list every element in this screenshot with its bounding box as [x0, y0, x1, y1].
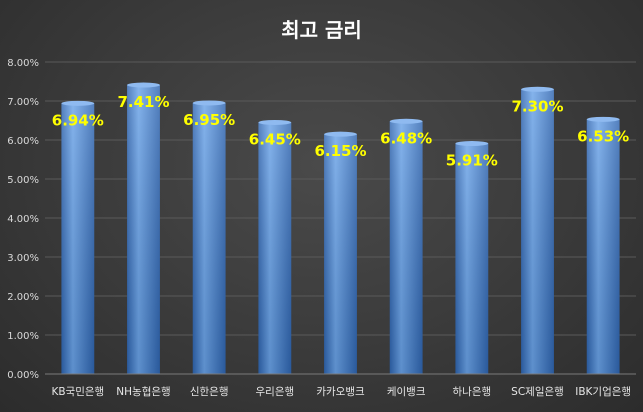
bar-cap [389, 118, 423, 124]
bar-shade [324, 134, 357, 374]
y-tick-label: 7.00% [7, 97, 39, 108]
bar-shade [389, 121, 423, 374]
y-tick-label: 3.00% [7, 253, 39, 264]
bar-cap [61, 100, 95, 106]
data-label: 6.15% [314, 142, 366, 160]
x-tick-label: IBK기업은행 [575, 385, 631, 398]
bar-cap [192, 100, 226, 106]
bar-cap [521, 86, 554, 92]
data-label: 5.91% [446, 152, 498, 170]
x-tick-label: NH농협은행 [116, 385, 170, 398]
y-tick-label: 2.00% [7, 292, 39, 303]
data-label: 6.53% [577, 127, 629, 145]
x-tick-label: KB국민은행 [51, 386, 104, 398]
bar-shade [127, 85, 160, 374]
data-label: 7.30% [511, 97, 563, 115]
bar-cap [127, 82, 160, 88]
bar-cap [455, 141, 489, 147]
bar-shade [258, 122, 292, 374]
x-tick-label: 하나은행 [453, 385, 492, 398]
bar-shade [192, 102, 226, 374]
y-tick-label: 6.00% [7, 136, 39, 147]
chart-title: 최고 금리 [281, 18, 362, 42]
bar-cap [586, 116, 620, 122]
x-tick-label: 우리은행 [256, 386, 295, 398]
data-label: 6.95% [183, 111, 235, 129]
data-label: 7.41% [117, 93, 169, 111]
y-tick-label: 0.00% [7, 370, 39, 381]
x-tick-label: 케이뱅크 [387, 386, 426, 398]
data-label: 6.45% [249, 130, 301, 148]
bar-shade [586, 119, 620, 374]
bar-cap [324, 131, 357, 137]
bar-shade [521, 89, 554, 375]
bar-cap [258, 119, 292, 125]
bar-shade [455, 143, 489, 374]
x-tick-label: 카카오뱅크 [316, 386, 365, 398]
y-tick-label: 5.00% [7, 175, 39, 186]
y-tick-label: 1.00% [7, 331, 39, 342]
x-tick-label: 신한은행 [190, 386, 229, 398]
x-tick-label: SC제일은행 [511, 385, 564, 398]
y-tick-label: 4.00% [7, 214, 39, 225]
data-label: 6.48% [380, 129, 432, 147]
data-label: 6.94% [52, 111, 104, 129]
bar-shade [61, 103, 95, 374]
y-tick-label: 8.00% [7, 58, 39, 69]
